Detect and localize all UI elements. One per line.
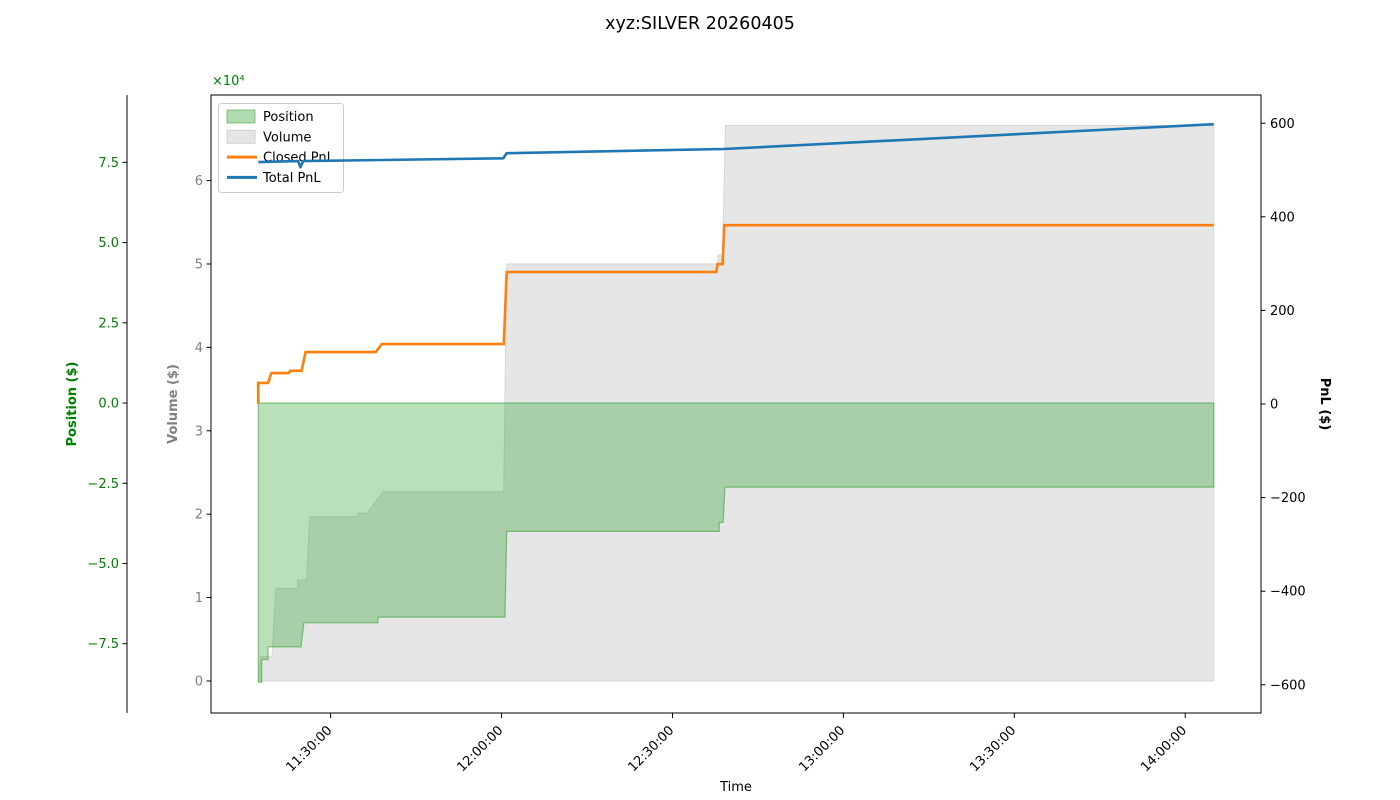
axis-offset-text: ×10⁴ [212, 74, 245, 89]
legend-box [218, 103, 344, 193]
volume-tick-label: 6 [195, 174, 203, 189]
closed-pnl-line [256, 223, 1214, 404]
legend-label: Total PnL [262, 171, 321, 186]
position-tick-label: −5.0 [87, 557, 119, 572]
pnl-axis-label: PnL ($) [1317, 378, 1332, 431]
x-tick-label: 14:00:00 [1138, 723, 1190, 775]
legend-item-position: Position [226, 109, 314, 125]
volume-tick-label: 1 [195, 591, 203, 606]
volume-axis-label: Volume ($) [166, 364, 181, 444]
x-tick-label: 13:00:00 [796, 723, 848, 775]
position-swatch-icon [226, 109, 256, 124]
volume-swatch-icon [226, 129, 256, 144]
legend-label: Position [263, 110, 314, 125]
position-tick-label: 7.5 [98, 156, 119, 171]
position-area [257, 402, 1215, 683]
x-tick-label: 11:30:00 [284, 723, 336, 775]
legend-item-volume: Volume [226, 129, 311, 145]
position-tick-label: 2.5 [98, 316, 119, 331]
total-pnl-line [258, 122, 1214, 169]
legend-label: Volume [263, 130, 311, 145]
position-tick-label: −2.5 [87, 477, 119, 492]
position-tick-label: −7.5 [87, 637, 119, 652]
chart-title: xyz:SILVER 20260405 [605, 14, 795, 34]
volume-tick-label: 0 [195, 675, 203, 690]
pnl-tick-label: −200 [1270, 491, 1306, 506]
volume-tick-label: 3 [195, 424, 203, 439]
x-axis-label: Time [719, 780, 752, 795]
x-tick-label: 13:30:00 [967, 723, 1019, 775]
x-tick-label: 12:30:00 [625, 723, 677, 775]
pnl-tick-label: 0 [1270, 398, 1278, 413]
pnl-tick-label: 600 [1270, 117, 1295, 132]
volume-tick-label: 2 [195, 508, 203, 523]
pnl-tick-label: −600 [1270, 678, 1306, 693]
legend-item-total-pnl: Total PnL [227, 171, 321, 186]
x-tick-label: 12:00:00 [455, 723, 507, 775]
position-tick-label: 0.0 [98, 397, 119, 412]
pnl-tick-label: −400 [1270, 585, 1306, 600]
volume-tick-label: 4 [195, 341, 203, 356]
volume-tick-label: 5 [195, 258, 203, 273]
pnl-tick-label: 400 [1270, 210, 1295, 225]
position-axis-label: Position ($) [65, 362, 80, 447]
pnl-tick-label: 200 [1270, 304, 1295, 319]
position-tick-label: 5.0 [98, 236, 119, 251]
